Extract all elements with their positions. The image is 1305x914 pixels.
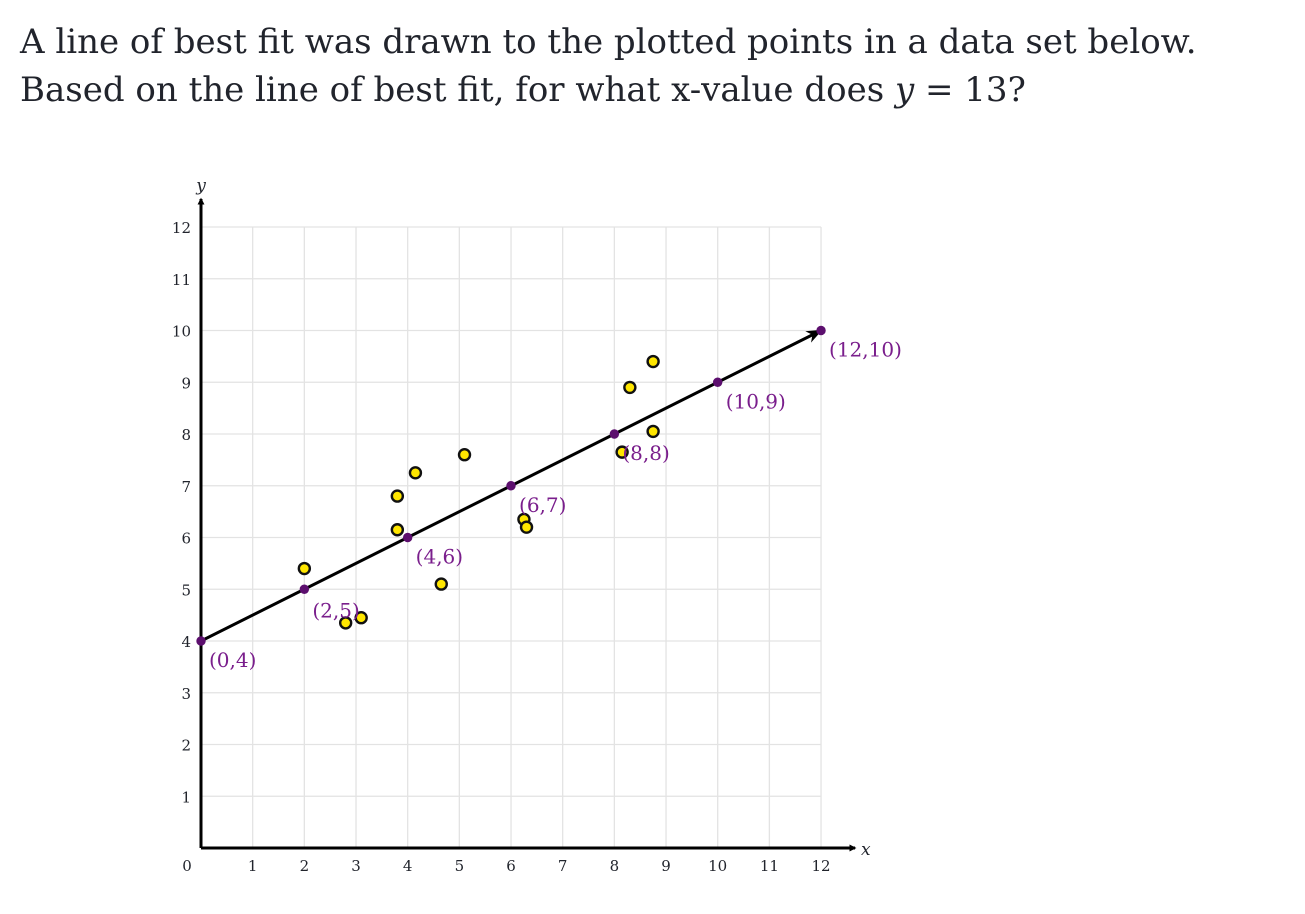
- scatter-point-12: [623, 380, 637, 395]
- line-point-label-4-6: (4,6): [416, 545, 463, 569]
- x-tick-label-3: 3: [351, 857, 361, 875]
- line-point-labels: (0,4) (2,5) (4,6) (6,7) (8,8) (10,9) (12,10): [209, 338, 902, 673]
- line-point-label-2-5: (2,5): [312, 598, 359, 622]
- scatter-point-13: [646, 424, 660, 439]
- y-tick-label-2: 2: [181, 737, 191, 755]
- question-text-body: A line of best fit was drawn to the plot…: [20, 22, 1197, 110]
- scatter-point-2: [338, 616, 353, 630]
- line-point-label-8-8: (8,8): [622, 441, 669, 465]
- line-point-0-4: [196, 636, 206, 646]
- scatter-point-10: [519, 520, 534, 534]
- y-tick-label-12: 12: [172, 219, 191, 237]
- y-tick-label-11: 11: [172, 271, 191, 289]
- scatter-point-6: [408, 466, 423, 480]
- line-point-label-10-9: (10,9): [726, 389, 786, 413]
- line-point-10-9: [713, 377, 723, 387]
- y-tick-label-3: 3: [181, 685, 191, 703]
- math-equals: =: [914, 70, 965, 110]
- line-point-label-6-7: (6,7): [519, 493, 566, 517]
- y-axis-label: y: [195, 176, 206, 196]
- scatter-point-14: [646, 354, 660, 369]
- scatter-points: [297, 354, 660, 630]
- scatter-point-11: [615, 445, 629, 459]
- scatter-point-8: [457, 448, 472, 462]
- line-point-8-8: [609, 429, 620, 439]
- grid: [201, 226, 822, 848]
- line-point-4-6: [402, 532, 413, 543]
- x-tick-label-5: 5: [455, 857, 465, 875]
- x-tick-label-11: 11: [760, 857, 779, 875]
- line-point-label-0-4: (0,4): [209, 648, 256, 672]
- x-tick-label-8: 8: [610, 857, 620, 875]
- y-tick-label-6: 6: [181, 530, 191, 548]
- x-tick-label-12: 12: [811, 857, 830, 875]
- question-text-end: ?: [1007, 70, 1026, 110]
- y-tick-label-8: 8: [181, 426, 191, 444]
- line-point-12-10: [816, 325, 826, 336]
- x-tick-label-2: 2: [300, 857, 310, 875]
- math-value: 13: [964, 70, 1008, 110]
- y-tick-label-7: 7: [181, 478, 191, 496]
- y-tick-label-5: 5: [181, 581, 191, 599]
- x-tick-label-1: 1: [248, 857, 258, 875]
- x-tick-label-9: 9: [661, 857, 671, 875]
- x-tick-label-4: 4: [403, 857, 413, 875]
- scatter-point-7: [434, 577, 448, 591]
- x-tick-label-0: 0: [182, 857, 192, 875]
- x-tick-label-10: 10: [708, 857, 727, 875]
- y-tick-label-9: 9: [181, 374, 191, 392]
- x-axis-label: x: [861, 840, 871, 860]
- x-tick-label-7: 7: [558, 857, 568, 875]
- scatter-point-3: [354, 611, 368, 625]
- math-variable: y: [894, 70, 915, 110]
- line-point-label-12-10: (12,10): [829, 338, 902, 362]
- scatter-point-4: [390, 523, 405, 537]
- line-point-6-7: [506, 481, 516, 491]
- y-tick-label-1: 1: [181, 788, 191, 806]
- y-tick-label-10: 10: [172, 323, 191, 341]
- scatter-point-5: [390, 489, 405, 503]
- scatter-point-1: [297, 561, 312, 576]
- question-text: A line of best fit was drawn to the plot…: [20, 18, 1295, 114]
- line-point-2-5: [299, 584, 310, 594]
- line-points: [196, 325, 826, 646]
- axes: xy: [195, 176, 871, 860]
- y-tick-label-4: 4: [181, 633, 191, 651]
- x-tick-label-6: 6: [506, 857, 516, 875]
